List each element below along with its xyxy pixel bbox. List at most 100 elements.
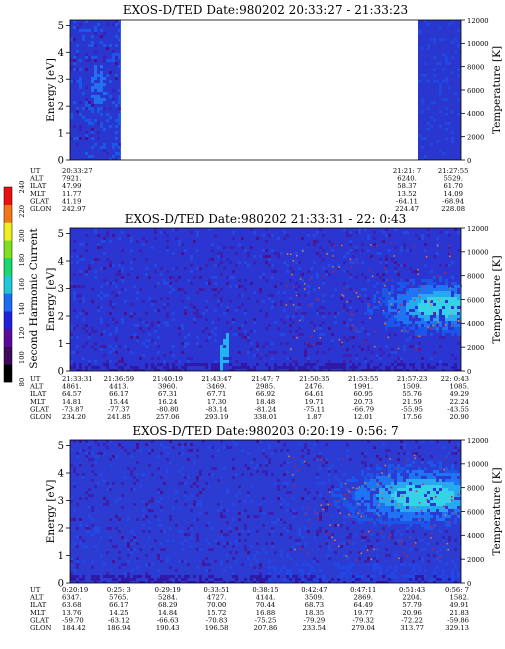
info-value: 21:43:47 (201, 375, 232, 383)
y-axis-label: Energy [eV] (45, 480, 57, 544)
y2-tick-label: 0 (467, 368, 471, 376)
info-value: 1085. (450, 383, 469, 391)
info-value: 13.76 (62, 609, 81, 617)
info-value: 21:40:19 (152, 375, 183, 383)
info-row-label: ILAT (30, 182, 47, 190)
info-value: 6240. (397, 175, 416, 183)
info-value: 0:29:19 (155, 586, 181, 594)
y-tick-label: 3 (58, 284, 64, 295)
info-value: -64.11 (396, 197, 418, 205)
plot-frame (69, 19, 462, 161)
info-value: -43.55 (447, 405, 469, 413)
colorbar-tick-label: 140 (18, 302, 26, 315)
info-value: 66.17 (109, 390, 128, 398)
info-value: 68.29 (158, 601, 177, 609)
y-tick-label: 1 (58, 339, 64, 350)
panel-2: EXOS-D/TED Date:980202 21:33:31 - 22: 0:… (29, 212, 503, 421)
info-value: 2869. (354, 594, 373, 602)
info-value: 22.24 (450, 398, 469, 406)
info-value: 0:38:15 (252, 586, 278, 594)
info-value: 14.09 (443, 190, 462, 198)
info-value: 228.08 (441, 205, 465, 213)
colorbar-swatch (4, 204, 12, 223)
info-value: 21:47: 7 (251, 375, 279, 383)
y-tick-label: 0 (58, 579, 64, 590)
y2-axis-label: Temperature [K] (491, 46, 503, 134)
info-value: 1582. (450, 594, 469, 602)
info-value: 68.73 (305, 601, 324, 609)
info-value: -75.25 (255, 616, 277, 624)
y-tick-label: 2 (58, 524, 64, 535)
y-tick-label: 4 (58, 257, 64, 268)
info-value: 20.73 (354, 398, 373, 406)
info-value: 47.99 (62, 182, 81, 190)
y-tick-label: 3 (58, 496, 64, 507)
info-value: 242.97 (62, 205, 86, 213)
colorbar-swatch (4, 187, 12, 206)
info-value: 13.52 (397, 190, 416, 198)
info-value: 21:57:23 (397, 375, 428, 383)
info-value: 55.76 (402, 390, 421, 398)
panel-3: EXOS-D/TED Date:980203 0:20:19 - 0:56: 7… (29, 424, 503, 632)
info-row-label: ALT (29, 175, 44, 183)
info-value: 66.92 (256, 390, 275, 398)
info-row-label: GLON (30, 624, 52, 632)
y2-tick-label: 6000 (467, 508, 484, 516)
info-value: -81.24 (255, 405, 277, 413)
info-value: 4413. (109, 383, 128, 391)
info-value: 67.71 (207, 390, 226, 398)
info-value: 21.83 (450, 609, 469, 617)
info-value: 70.44 (256, 601, 275, 609)
info-value: -77.37 (108, 405, 130, 413)
info-value: 233.54 (302, 624, 326, 632)
colorbar-tick-label: 80 (18, 378, 26, 387)
info-value: 186.94 (107, 624, 131, 632)
info-value: 338.01 (254, 413, 278, 421)
info-value: 224.47 (395, 205, 419, 213)
y-tick-label: 3 (58, 75, 64, 86)
info-value: 3469. (207, 383, 226, 391)
colorbar-tick-label: 120 (18, 327, 26, 340)
info-row-label: ALT (29, 383, 44, 391)
info-value: 5765. (109, 594, 128, 602)
info-value: 20.90 (450, 413, 469, 421)
info-value: 21:53:55 (348, 375, 379, 383)
y2-tick-label: 12000 (467, 437, 489, 445)
panel-1: EXOS-D/TED Date:980202 20:33:27 - 21:33:… (29, 3, 503, 213)
y2-tick-label: 4000 (467, 320, 484, 328)
y-tick-label: 1 (58, 551, 64, 562)
info-value: 7921. (62, 175, 81, 183)
info-value: 5529. (443, 175, 462, 183)
info-value: -75.11 (303, 405, 325, 413)
y2-tick-label: 4000 (467, 532, 484, 540)
info-value: 63.68 (62, 601, 81, 609)
colorbar-tick-label: 180 (18, 254, 26, 267)
info-row-label: GLON (30, 205, 52, 213)
colorbar-swatch (4, 293, 12, 312)
colorbar-swatch (4, 240, 12, 259)
info-value: 21:33:31 (62, 375, 93, 383)
info-value: 41.19 (62, 197, 81, 205)
colorbar-swatch (4, 328, 12, 347)
spectrogram (70, 20, 461, 160)
info-value: 20:33:27 (62, 167, 93, 175)
info-value: -72.22 (401, 616, 423, 624)
y-axis-label: Energy [eV] (45, 268, 57, 332)
info-value: -59.86 (447, 616, 469, 624)
colorbar-swatch (4, 364, 12, 383)
info-value: 70.00 (207, 601, 226, 609)
info-value: 57.79 (402, 601, 421, 609)
info-value: 241.85 (107, 413, 131, 421)
y-tick-label: 5 (58, 229, 64, 240)
info-value: 20.96 (402, 609, 421, 617)
info-value: 66.17 (109, 601, 128, 609)
info-value: 1991. (354, 383, 373, 391)
y-tick-label: 1 (58, 129, 64, 140)
y2-tick-label: 10000 (467, 249, 489, 257)
info-row-label: GLAT (30, 405, 49, 413)
info-value: 207.86 (254, 624, 278, 632)
info-row-label: GLON (30, 413, 52, 421)
info-value: -73.87 (62, 405, 84, 413)
info-value: 19.71 (305, 398, 324, 406)
info-value: 12.01 (354, 413, 373, 421)
